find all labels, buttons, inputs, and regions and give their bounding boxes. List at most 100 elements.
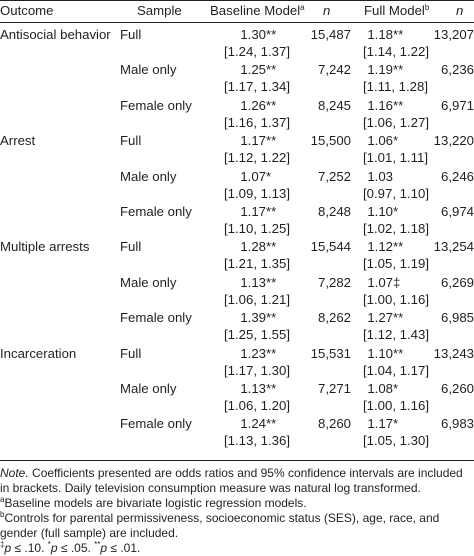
baseline-confidence-interval: [1.12, 1.22] [224, 150, 290, 166]
baseline-significance: ** [266, 204, 277, 219]
sig-mark-3: ** [94, 540, 101, 549]
baseline-significance: ** [266, 310, 277, 326]
full-odds-ratio: 1.10 [367, 204, 393, 219]
baseline-significance: ** [266, 62, 277, 78]
full-n: 6,236 [440, 62, 474, 78]
baseline-significance: ** [266, 274, 277, 290]
baseline-confidence-interval: [1.25, 1.55] [224, 327, 290, 343]
full-significance: * [393, 133, 399, 149]
baseline-n: 7,252 [317, 168, 351, 184]
full-n: 13,220 [433, 133, 474, 149]
baseline-significance: ** [266, 133, 277, 149]
outcome-label: Antisocial behavior [0, 27, 111, 42]
full-n: 6,985 [440, 310, 474, 326]
baseline-odds-ratio: 1.13 [240, 274, 266, 290]
note-significance: ‡p ≤ .10. *p ≤ .05. **p ≤ .01. [0, 541, 474, 556]
sample-label: Female only [120, 310, 192, 326]
baseline-odds-ratio: 1.17 [240, 133, 266, 149]
baseline-confidence-interval: [1.24, 1.37] [224, 44, 290, 59]
full-confidence-interval: [1.05, 1.30] [363, 433, 429, 449]
header-sample: Sample [137, 3, 182, 18]
baseline-n: 8,262 [317, 310, 351, 326]
full-n: 6,269 [440, 274, 474, 290]
baseline-n: 8,245 [317, 97, 351, 113]
full-significance: ‡ [393, 274, 401, 290]
full-odds-ratio: 1.03 [367, 168, 393, 184]
sample-label: Female only [120, 416, 192, 432]
full-significance: ** [393, 62, 404, 78]
sig-text-3: ≤ .01. [107, 541, 141, 555]
header-full-model: Full Modelb [364, 3, 429, 19]
baseline-significance: ** [266, 97, 277, 113]
full-confidence-interval: [1.11, 1.28] [363, 79, 429, 95]
baseline-odds-ratio: 1.25 [240, 62, 266, 78]
baseline-significance: ** [266, 239, 277, 255]
sample-label: Full [120, 239, 142, 255]
full-n: 6,971 [440, 97, 474, 113]
baseline-n: 8,260 [317, 416, 351, 432]
note-a-text: Baseline models are bivariate logistic r… [4, 496, 307, 510]
sample-label: Male only [120, 274, 177, 290]
sample-label: Female only [120, 97, 192, 113]
sample-label: Male only [120, 168, 177, 184]
baseline-confidence-interval: [1.16, 1.37] [224, 114, 290, 130]
full-odds-ratio: 1.17 [367, 416, 393, 432]
full-significance: * [393, 381, 399, 396]
baseline-odds-ratio: 1.24 [240, 416, 266, 432]
sample-label: Full [120, 133, 142, 149]
table-top-rule [0, 0, 474, 1]
sample-label: Full [120, 345, 142, 361]
sig-p-2: p [50, 541, 58, 555]
full-n: 13,207 [433, 27, 474, 42]
note-a: aBaseline models are bivariate logistic … [0, 496, 474, 511]
header-baseline-label: Baseline Model [210, 3, 301, 18]
baseline-confidence-interval: [1.21, 1.35] [224, 256, 290, 272]
baseline-confidence-interval: [1.06, 1.21] [224, 291, 290, 307]
full-significance: * [393, 204, 399, 219]
full-n: 13,254 [433, 239, 474, 255]
baseline-n: 7,271 [317, 381, 351, 396]
baseline-n: 8,248 [317, 204, 351, 219]
baseline-odds-ratio: 1.07 [240, 168, 266, 184]
full-significance: ** [393, 97, 404, 113]
baseline-n: 15,531 [310, 345, 351, 361]
full-odds-ratio: 1.07 [367, 274, 393, 290]
full-confidence-interval: [1.06, 1.27] [363, 114, 429, 130]
full-n: 6,246 [440, 168, 474, 184]
note-general: Note. Coefficients presented are odds ra… [0, 466, 474, 496]
baseline-n: 7,282 [317, 274, 351, 290]
baseline-confidence-interval: [1.10, 1.25] [224, 221, 290, 236]
sig-text-2: ≤ .05. [57, 541, 95, 555]
full-odds-ratio: 1.18 [367, 27, 393, 42]
full-confidence-interval: [1.00, 1.16] [363, 291, 429, 307]
baseline-odds-ratio: 1.28 [240, 239, 266, 255]
baseline-odds-ratio: 1.17 [240, 204, 266, 219]
header-baseline-footnote-mark: a [300, 3, 305, 12]
full-odds-ratio: 1.19 [367, 62, 393, 78]
full-confidence-interval: [1.02, 1.18] [363, 221, 429, 236]
baseline-significance: ** [266, 27, 277, 42]
header-rule [0, 22, 474, 23]
full-n: 13,243 [433, 345, 474, 361]
full-odds-ratio: 1.16 [367, 97, 393, 113]
full-significance: ** [393, 239, 404, 255]
baseline-n: 15,544 [310, 239, 351, 255]
full-confidence-interval: [1.12, 1.43] [363, 327, 429, 343]
note-label: Note. [0, 466, 29, 480]
sig-p-3: p [100, 541, 108, 555]
table-bottom-rule [0, 460, 474, 461]
baseline-n: 7,242 [317, 62, 351, 78]
full-confidence-interval: [1.04, 1.17] [363, 362, 429, 378]
header-n-baseline: n [323, 3, 331, 18]
full-confidence-interval: [1.05, 1.19] [363, 256, 429, 272]
baseline-significance: ** [266, 345, 277, 361]
full-significance: ** [393, 345, 404, 361]
header-full-footnote-mark: b [424, 3, 430, 12]
baseline-significance: ** [266, 381, 277, 396]
full-confidence-interval: [1.00, 1.16] [363, 398, 429, 413]
full-odds-ratio: 1.12 [367, 239, 393, 255]
full-n: 6,974 [440, 204, 474, 219]
header-full-label: Full Model [364, 3, 425, 18]
note-b-mark: b [0, 510, 5, 519]
note-a-mark: a [0, 495, 5, 504]
